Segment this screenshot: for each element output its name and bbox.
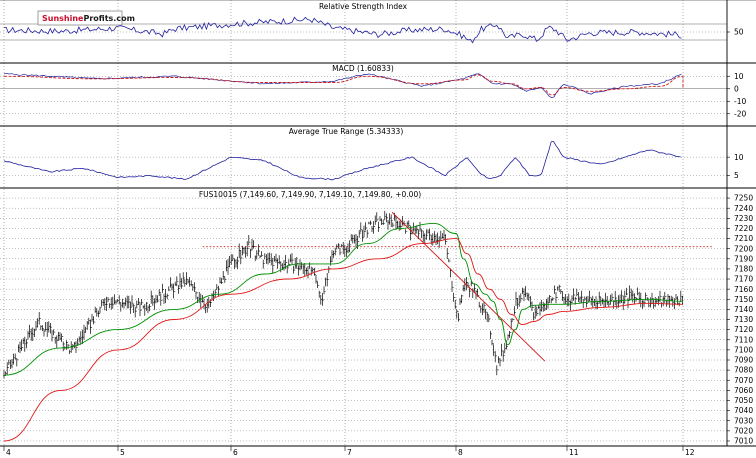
x-tick-label: 4 xyxy=(6,448,11,457)
y-tick-label: 7090 xyxy=(734,356,753,365)
y-tick-label: 7120 xyxy=(734,325,753,334)
y-tick-label: 50 xyxy=(734,28,744,37)
y-tick-label: -10 xyxy=(734,97,746,106)
logo-text: SunshineProfits.com xyxy=(42,14,135,23)
y-tick-label: 7190 xyxy=(734,254,753,263)
price-bars xyxy=(3,210,684,379)
rsi-title: Relative Strength Index xyxy=(319,2,408,11)
y-tick-label: 7240 xyxy=(734,204,753,213)
y-tick-label: 7080 xyxy=(734,366,753,375)
y-tick-label: 7110 xyxy=(734,335,753,344)
price-title: FUS10015 (7,149.60, 7,149.90, 7,149.10, … xyxy=(199,190,421,199)
y-tick-label: -20 xyxy=(734,109,746,118)
x-tick-label: 7 xyxy=(347,448,352,457)
x-tick-label: 6 xyxy=(233,448,238,457)
y-tick-label: 7160 xyxy=(734,285,753,294)
y-tick-label: 0 xyxy=(734,84,739,93)
y-tick-label: 7060 xyxy=(734,386,753,395)
label-layer: Relative Strength Index MACD (1.60833) A… xyxy=(6,2,753,457)
y-tick-label: 7150 xyxy=(734,295,753,304)
y-tick-label: 7180 xyxy=(734,265,753,274)
y-tick-label: 7140 xyxy=(734,305,753,314)
x-tick-label: 11 xyxy=(569,448,579,457)
y-tick-label: 7040 xyxy=(734,406,753,415)
atr-title: Average True Range (5.34333) xyxy=(289,127,404,136)
y-tick-label: 7050 xyxy=(734,396,753,405)
y-tick-label: 7200 xyxy=(734,244,753,253)
y-tick-label: 10 xyxy=(734,72,744,81)
rsi-line xyxy=(3,16,682,44)
x-tick-label: 5 xyxy=(120,448,125,457)
macd-title: MACD (1.60833) xyxy=(332,64,394,73)
fast-moving-average xyxy=(3,222,684,376)
y-tick-label: 5 xyxy=(734,171,739,180)
y-tick-label: 7130 xyxy=(734,315,753,324)
y-tick-label: 10 xyxy=(734,153,744,162)
atr-line xyxy=(3,141,681,181)
declining-trend-line xyxy=(391,211,546,362)
y-tick-label: 7070 xyxy=(734,376,753,385)
y-tick-label: 7100 xyxy=(734,345,753,354)
logo-frame xyxy=(37,10,123,26)
y-tick-label: 7030 xyxy=(734,416,753,425)
x-tick-label: 8 xyxy=(458,448,463,457)
x-tick-label: 12 xyxy=(685,448,695,457)
y-tick-label: 7170 xyxy=(734,275,753,284)
y-tick-label: 7010 xyxy=(734,437,753,446)
y-tick-label: 7020 xyxy=(734,426,753,435)
series-layer xyxy=(3,16,684,442)
y-tick-label: 7250 xyxy=(734,194,753,203)
y-tick-label: 7230 xyxy=(734,214,753,223)
macd-signal-line xyxy=(3,74,684,96)
y-tick-label: 7220 xyxy=(734,224,753,233)
sunshine-profits-logo: SunshineProfits.com xyxy=(37,10,135,26)
slow-moving-average xyxy=(3,238,684,442)
y-tick-label: 7210 xyxy=(734,234,753,243)
